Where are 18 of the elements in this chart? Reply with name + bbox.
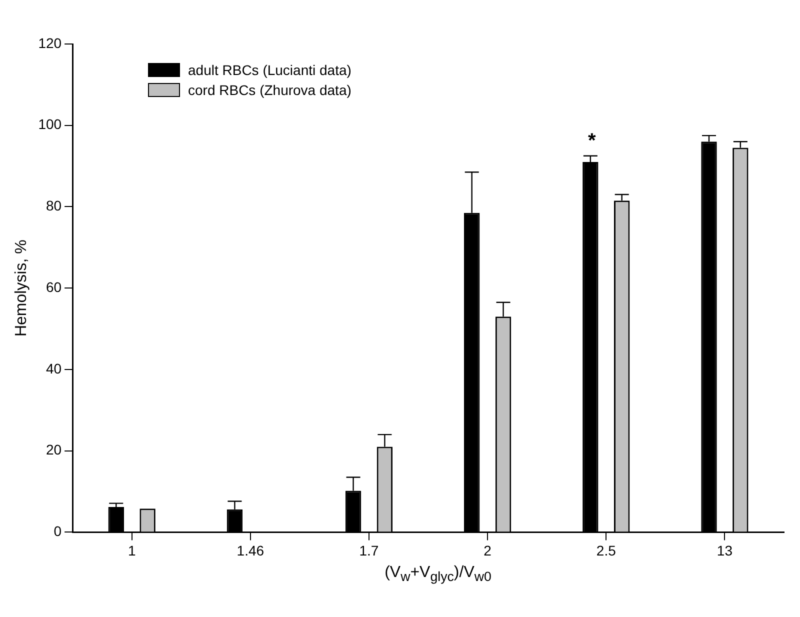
legend-label: cord RBCs (Zhurova data) — [188, 82, 352, 98]
x-axis-title: (V$_{w}$+V$_{glyc}$)/V$_{w0}$ — [384, 564, 492, 584]
y-tick-label: 40 — [46, 360, 62, 376]
legend-label: adult RBCs (Lucianti data) — [188, 62, 352, 78]
y-tick-label: 100 — [38, 116, 62, 132]
y-tick-label: 80 — [46, 198, 62, 214]
x-tick-label: 13 — [716, 542, 733, 558]
x-tick-label: 2.5 — [596, 542, 616, 558]
x-tick-label: 1.46 — [236, 542, 264, 558]
y-tick-label: 60 — [46, 278, 62, 295]
y-tick-label: 120 — [38, 34, 62, 51]
y-tick-label: 20 — [46, 442, 62, 458]
x-tick-label: 1.7 — [359, 542, 379, 558]
y-tick-label: 0 — [54, 523, 62, 540]
x-tick-label: 2 — [484, 542, 492, 558]
x-tick-label: 1 — [128, 542, 136, 558]
annotation: * — [588, 130, 596, 152]
y-axis-title: Hemolysis, % — [13, 240, 30, 337]
